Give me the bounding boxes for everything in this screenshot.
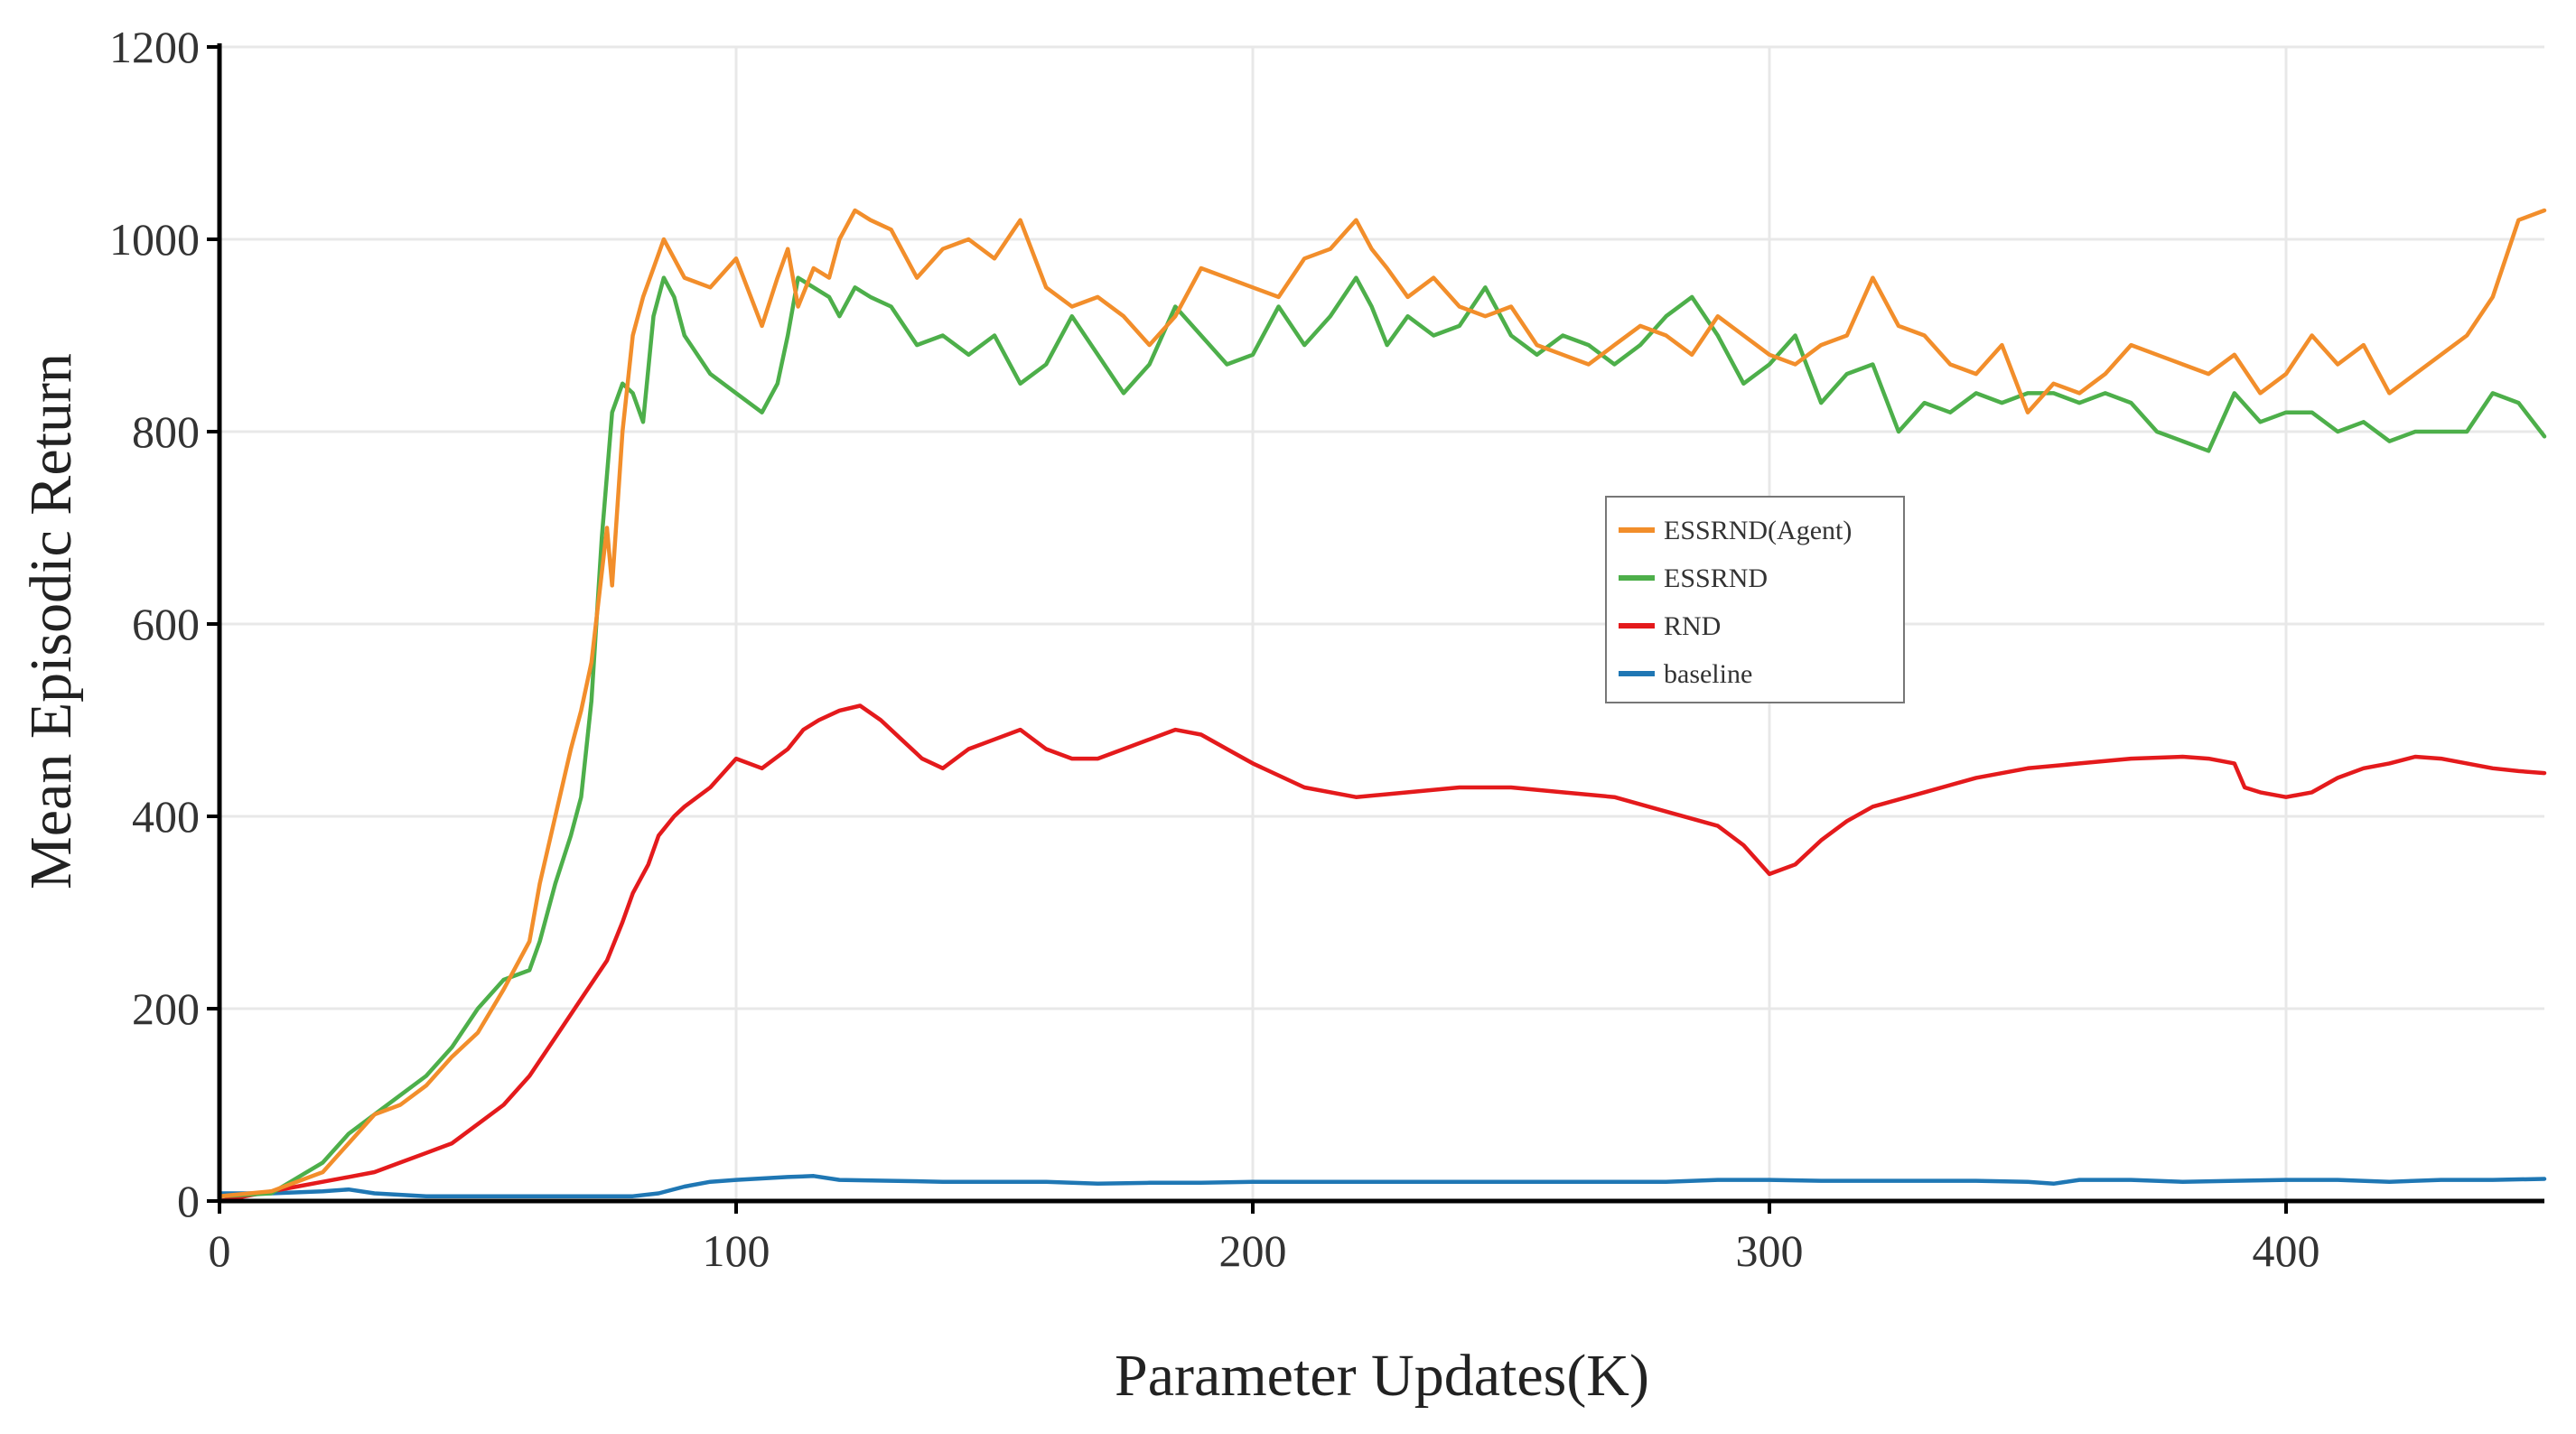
y-tick-label: 400 bbox=[132, 791, 200, 842]
legend-label: RND bbox=[1664, 611, 1721, 641]
legend-box bbox=[1605, 496, 1905, 703]
y-axis-title: Mean Episodic Return bbox=[18, 353, 84, 889]
legend-label: ESSRND(Agent) bbox=[1664, 516, 1852, 545]
y-tick-label: 600 bbox=[132, 599, 200, 649]
legend: ESSRND(Agent) ESSRND RND baseline bbox=[1605, 496, 1905, 703]
series-line-rnd bbox=[217, 703, 2547, 1204]
legend-label: baseline bbox=[1664, 659, 1752, 689]
y-tick-label: 0 bbox=[177, 1176, 200, 1226]
x-tick-label: 300 bbox=[1736, 1225, 1804, 1276]
legend-label: ESSRND bbox=[1664, 563, 1768, 593]
series-line-essrnd bbox=[217, 275, 2547, 1198]
x-tick-label: 100 bbox=[703, 1225, 770, 1276]
x-tick-label: 400 bbox=[2253, 1225, 2320, 1276]
x-tick-label: 200 bbox=[1219, 1225, 1287, 1276]
y-tick-label: 1000 bbox=[109, 214, 200, 265]
x-axis-title: Parameter Updates(K) bbox=[1115, 1343, 1649, 1409]
series-line-baseline bbox=[217, 1174, 2547, 1198]
series-line-essrnd-agent bbox=[217, 208, 2547, 1198]
x-tick-label: 0 bbox=[209, 1225, 231, 1276]
grid bbox=[219, 45, 2544, 1201]
y-tick-label: 800 bbox=[132, 406, 200, 457]
tick-labels: 0 200 400 600 800 1000 1200 0 100 200 300 400 bbox=[109, 22, 2320, 1276]
y-tick-label: 1200 bbox=[109, 22, 200, 72]
y-tick-label: 200 bbox=[132, 983, 200, 1034]
series-lines bbox=[217, 208, 2547, 1204]
